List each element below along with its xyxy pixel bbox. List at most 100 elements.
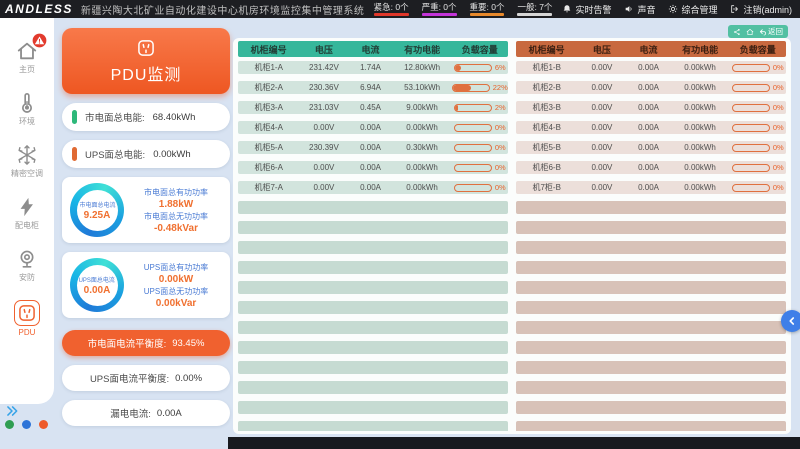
pdu-monitor-button[interactable]: PDU监测 (62, 28, 230, 94)
energy-cell: 9.00kWh (406, 103, 438, 112)
panel-gauges: 市电面总电流 9.25A 市电面总有功功率 1.88kW 市电面总无功功率 -0.48kV… (62, 177, 230, 318)
topbar-button-label: 实时告警 (575, 4, 612, 15)
sidebar-item-安防[interactable]: 安防 (16, 248, 38, 283)
thermometer-icon (16, 92, 38, 114)
speaker-icon (624, 4, 634, 14)
panel-row-value: 0.00% (175, 372, 203, 384)
panel-row-label: 漏电电流: (110, 409, 151, 420)
load-bar (731, 83, 770, 92)
voltage-cell: 0.00V (591, 83, 613, 92)
bell-icon (562, 4, 572, 14)
voltage-cell: 0.00V (591, 163, 613, 172)
load-bar (731, 103, 770, 112)
gear-icon (668, 4, 678, 14)
load-bar-fill (452, 84, 471, 91)
load-bar (731, 183, 770, 192)
panel-metrics: 市电面总电能: 68.40kWh UPS面总电能: 0.00kWh (62, 103, 230, 168)
table-row: 机柜6-B 0.00V 0.00A 0.00kWh 0% (516, 161, 786, 174)
voltage-cell: 0.00V (591, 63, 613, 72)
topbar-button-bell[interactable]: 实时告警 (562, 3, 611, 16)
gauge-side-values: 市电面总有功功率 1.88kW 市电面总无功功率 -0.48kVar (130, 187, 222, 234)
table-empty-row (516, 421, 786, 431)
voltage-cell: 0.00V (313, 163, 335, 172)
cabinet-cell: 机柜5-B (532, 143, 561, 152)
pdu-table-a: 机柜编号 电压 电流 有功电能 负载容量 机柜1-A 231.42V 1.74A 12.80kW… (238, 41, 508, 431)
top-bar: ANDLESS 新疆兴陶大北矿业自动化建设中心机房环境监控集中管理系统 紧急: … (0, 0, 800, 18)
status-dot-0[interactable] (5, 420, 14, 429)
logout-icon (730, 4, 740, 14)
current-cell: 0.00A (360, 163, 381, 172)
table-empty-row (238, 381, 508, 394)
back-button[interactable]: 返回 (759, 26, 783, 37)
load-bar (453, 143, 492, 152)
alarm-badge-text: 严重: 0个 (421, 2, 457, 13)
metric-indicator (72, 147, 77, 161)
status-dot-1[interactable] (22, 420, 31, 429)
metric-card: UPS面总电能: 0.00kWh (62, 140, 230, 168)
gauge-side-label: 市电面总无功功率 (144, 211, 208, 221)
share-icon[interactable] (733, 28, 741, 36)
metric-indicator (72, 110, 77, 124)
alarm-badge-重要: 重要: 0个 (469, 2, 505, 16)
panel-row-value: 0.00A (156, 407, 182, 419)
gauge-side-label: UPS面总无功功率 (143, 286, 209, 296)
voltage-cell: 231.03V (309, 103, 339, 112)
load-cell: 0% (452, 183, 508, 192)
sidebar-item-主页[interactable]: 主页 (16, 33, 47, 75)
sidebar-item-配电柜[interactable]: 配电柜 (15, 196, 39, 231)
column-header: 负载容量 (739, 44, 776, 55)
panel-row-label: 市电面电流平衡度: (87, 339, 167, 350)
energy-cell: 0.00kWh (684, 103, 716, 112)
panel-rows: 市电面电流平衡度: 93.45% UPS面电流平衡度: 0.00% 漏电电流: 0.00A (62, 330, 230, 426)
current-cell: 0.00A (638, 103, 659, 112)
sidebar-nav: 主页环境精密空调配电柜安防 PDU (0, 18, 54, 404)
load-percent: 22% (492, 83, 508, 92)
home-icon[interactable] (746, 28, 754, 36)
load-percent: 0% (494, 183, 506, 192)
load-percent: 0% (772, 83, 784, 92)
sidebar-item-精密空调[interactable]: 精密空调 (11, 144, 43, 179)
home-icon (16, 40, 38, 62)
cabinet-cell: 机柜6-A (254, 163, 283, 172)
gauge-ring-label: 市电面总电流 (79, 202, 115, 209)
topbar-button-label: 综合管理 (681, 4, 718, 15)
table-empty-row (238, 221, 508, 234)
table-empty-row (238, 401, 508, 414)
collapse-panel-button[interactable] (781, 310, 800, 332)
load-percent: 0% (772, 63, 784, 72)
load-cell: 0% (452, 163, 508, 172)
table-empty-row (238, 321, 508, 334)
current-cell: 0.00A (638, 183, 659, 192)
gauge-card: 市电面总电流 9.25A 市电面总有功功率 1.88kW 市电面总无功功率 -0.48kV… (62, 177, 230, 243)
gauge-side-values: UPS面总有功功率 0.00kW UPS面总无功功率 0.00kVar (130, 262, 222, 309)
bottom-bar (228, 437, 800, 449)
load-cell: 0% (452, 143, 508, 152)
sidebar-item-环境[interactable]: 环境 (16, 92, 38, 127)
load-bar-fill (454, 64, 462, 71)
current-cell: 1.74A (360, 63, 381, 72)
gauge-ring-inner: 市电面总电流 9.25A (76, 189, 118, 231)
table-empty-row (516, 201, 786, 214)
load-percent: 0% (772, 163, 784, 172)
alarm-badge-一般: 一般: 7个 (517, 2, 553, 16)
expand-double-chevron-icon[interactable] (5, 404, 19, 418)
table-empty-row (516, 321, 786, 334)
sidebar-item-label: 安防 (19, 273, 35, 282)
topbar-button-speaker[interactable]: 声音 (624, 3, 655, 16)
sidebar-item-PDU[interactable]: PDU (14, 300, 40, 337)
energy-cell: 0.00kWh (406, 163, 438, 172)
load-percent: 0% (772, 123, 784, 132)
table-empty-row (238, 361, 508, 374)
load-bar (731, 163, 770, 172)
gauge-side-value: 1.88kW (158, 198, 194, 210)
load-percent: 0% (494, 143, 506, 152)
status-dot-2[interactable] (39, 420, 48, 429)
topbar-button-logout[interactable]: 注销(admin) (730, 3, 792, 16)
voltage-cell: 231.42V (309, 63, 339, 72)
camera-icon (16, 248, 38, 270)
gauge-side-value: -0.48kVar (154, 222, 198, 234)
topbar-button-gear[interactable]: 综合管理 (668, 3, 717, 16)
cabinet-cell: 机柜5-A (254, 143, 283, 152)
sidebar-item-label: 主页 (19, 65, 35, 74)
back-label: 返回 (768, 27, 783, 36)
